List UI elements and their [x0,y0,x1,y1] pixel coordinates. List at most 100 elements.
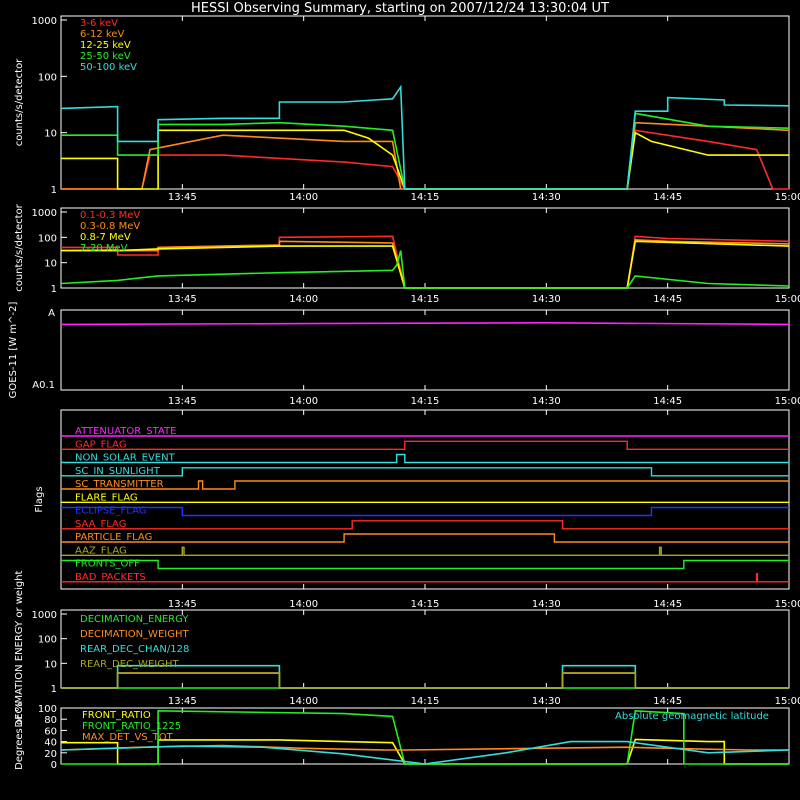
legend-entry: 0.8-7 MeV [80,232,131,243]
legend-entry: DECIMATION_WEIGHT [80,629,189,640]
panel-frame-hxr [60,15,790,190]
series-line-rear-dec-weight [61,672,789,689]
y-axis-label-flags: Flags [34,486,45,512]
x-tick-label-hxr: 15:00 [775,192,800,203]
x-tick-label-goes: 14:30 [532,396,561,407]
y-tick-label-ratio: 0 [51,760,57,771]
y-tick-label-hxr: 100 [38,72,57,83]
flag-label: PARTICLE_FLAG [75,532,152,543]
flag-label: NON_SOLAR_EVENT [75,453,176,464]
series-line-7-20-mev [60,250,790,289]
y-tick-label-gamma: 100 [38,233,57,244]
flag-label: GAP_FLAG [75,439,127,450]
y-tick-label-hxr: 1000 [32,16,57,27]
flag-line-eclipse-flag [61,506,789,517]
y-axis-label-decimation: DECIMATION ENERGY or weight [14,570,25,727]
legend-entry: FRONT_RATIO_1225 [82,721,181,732]
x-tick-label-decimation: 14:00 [289,696,318,707]
x-tick-label-goes: 14:15 [411,396,440,407]
x-tick-label-goes: 14:45 [653,396,682,407]
series-line-6-12-kev [61,121,790,190]
x-tick-label-flags: 14:15 [411,599,440,610]
series-line-50-100-kev [60,84,790,190]
y-tick-label-gamma: 1 [51,284,57,295]
x-tick-label-gamma: 13:45 [168,294,197,305]
flag-label: FRONTS_OFF [75,559,140,570]
flag-label: FLARE_FLAG [75,492,138,503]
legend-entry: MAX_DET_VS_TOT [82,732,174,743]
x-tick-label-goes: 13:45 [168,396,197,407]
legend-entry: DECIMATION_ENERGY [80,614,189,625]
flag-line-fronts-off [61,559,789,570]
y-axis-label-goes: GOES-11 [W m^-2] [8,302,19,399]
y-tick-label-ratio: 40 [44,738,57,749]
x-tick-label-goes: 15:00 [775,396,800,407]
legend-entry: REAR_DEC_WEIGHT [80,659,179,670]
series-line-absolute-geomagnetic-latitude [60,740,790,765]
y-tick-label-gamma: 1000 [32,208,57,219]
series-line-12-25-kev [61,129,789,190]
series-line-0-1-0-3-mev [61,235,790,289]
x-tick-label-decimation: 14:30 [532,696,561,707]
x-tick-label-hxr: 14:30 [532,192,561,203]
flag-line-non-solar-event [61,453,789,464]
x-tick-label-gamma: 14:45 [653,294,682,305]
legend-entry: 3-6 keV [80,18,118,29]
x-tick-label-hxr: 14:00 [289,192,318,203]
x-tick-label-hxr: 13:45 [168,192,197,203]
x-tick-label-decimation: 14:45 [653,696,682,707]
x-tick-label-flags: 13:45 [168,599,197,610]
x-tick-label-decimation: 15:00 [775,696,800,707]
series-line-0-8-7-mev [61,240,790,289]
y-tick-label-decimation: 100 [38,635,57,646]
y-tick-label-decimation: 1 [51,684,57,695]
series-line-front-ratio-1225 [61,709,789,765]
series-line-goes [60,321,790,326]
x-tick-label-flags: 14:00 [289,599,318,610]
x-tick-label-flags: 14:45 [653,599,682,610]
y-axis-label-gamma: counts/s/detector [14,203,25,291]
y-tick-label-goes: A [48,308,55,319]
series-line-3-6-kev [61,129,789,190]
y-tick-label-ratio: 20 [44,749,57,760]
y-tick-label-decimation: 10 [44,659,57,670]
flag-label: SC_IN_SUNLIGHT [75,466,161,477]
panel-frame-goes [60,309,790,391]
y-tick-label-ratio: 100 [38,704,57,715]
legend-entry: 50-100 keV [80,62,137,73]
y-tick-label-goes: A0.1 [32,380,55,391]
legend-entry: 0.1-0.3 MeV [80,210,140,221]
flag-label: BAD_PACKETS [75,572,146,583]
x-tick-label-flags: 15:00 [775,599,800,610]
flag-label: SC_TRANSMITTER [75,479,164,490]
y-tick-label-ratio: 60 [44,726,57,737]
legend-entry: 0.3-0.8 MeV [80,221,140,232]
y-tick-label-decimation: 1000 [32,610,57,621]
chart-title: HESSI Observing Summary, starting on 200… [191,1,609,16]
x-tick-label-decimation: 14:15 [411,696,440,707]
legend-entry: 25-50 keV [80,51,131,62]
flag-line-bad-packets [61,573,789,583]
x-tick-label-hxr: 14:45 [653,192,682,203]
x-tick-label-gamma: 14:00 [289,294,318,305]
flag-label: SAA_FLAG [75,519,126,530]
legend-entry: 7-20 MeV [80,243,128,254]
x-tick-label-gamma: 14:30 [532,294,561,305]
legend-entry: FRONT_RATIO [82,710,151,721]
flag-line-sc-transmitter [61,480,789,490]
flag-line-particle-flag [61,533,789,543]
flag-label: AAZ_FLAG [75,545,127,556]
legend-entry: 6-12 keV [80,29,124,40]
y-tick-label-hxr: 10 [44,129,57,140]
flag-label: ATTENUATOR_STATE [75,426,176,437]
x-tick-label-decimation: 13:45 [168,696,197,707]
x-tick-label-flags: 14:30 [532,599,561,610]
flag-line-saa-flag [61,520,789,530]
y-tick-label-hxr: 1 [51,185,57,196]
y-tick-label-ratio: 80 [44,715,57,726]
flag-label: ECLIPSE_FLAG [75,506,146,517]
legend-entry: REAR_DEC_CHAN/128 [80,644,189,655]
y-tick-label-gamma: 10 [44,259,57,270]
x-tick-label-goes: 14:00 [289,396,318,407]
